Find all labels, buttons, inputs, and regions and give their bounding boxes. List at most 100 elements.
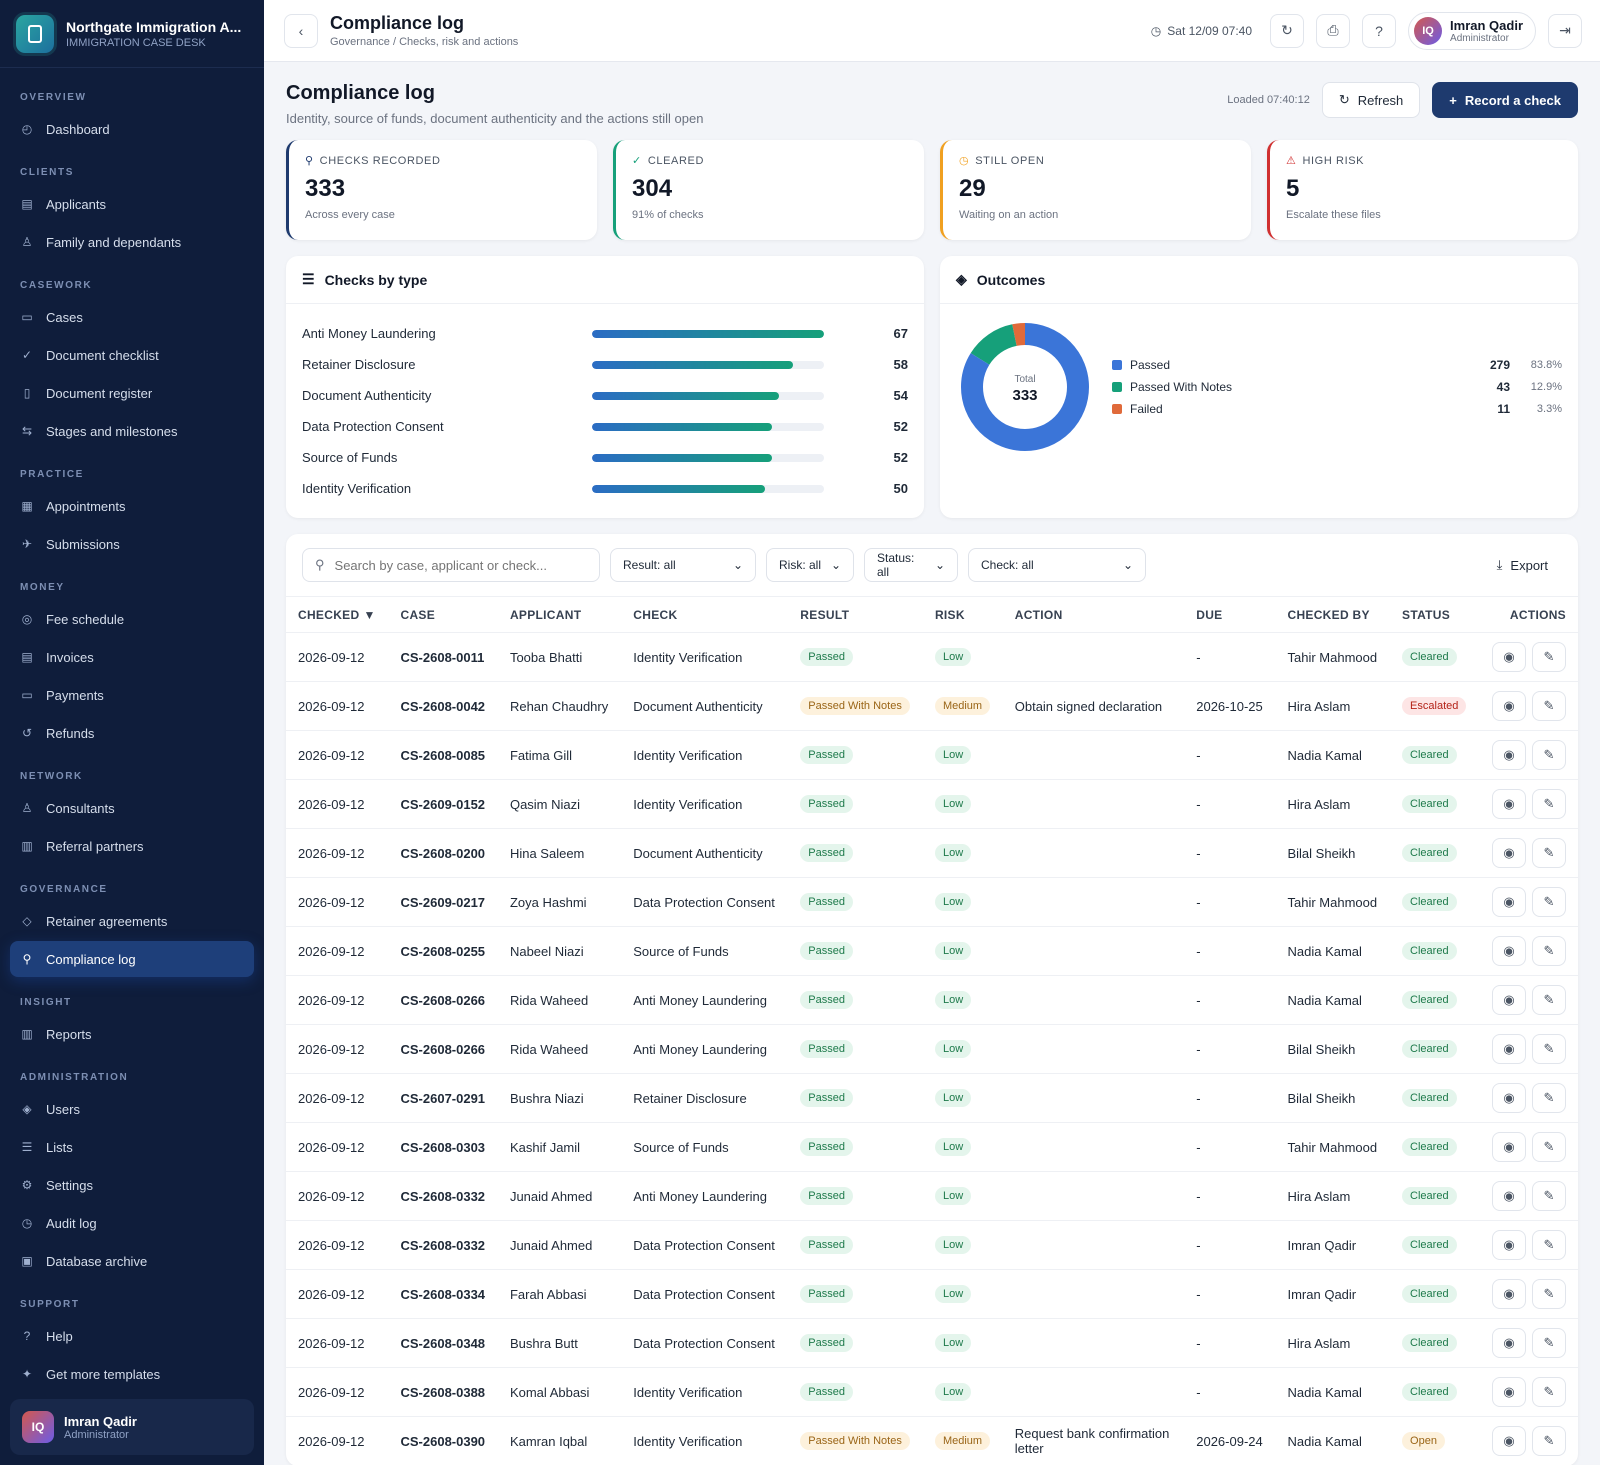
sidebar-item-reports[interactable]: ▥ Reports (10, 1016, 254, 1052)
eye-icon: ◉ (1503, 1237, 1515, 1252)
sidebar-item-fee-schedule[interactable]: ◎ Fee schedule (10, 601, 254, 637)
view-button[interactable]: ◉ (1492, 1328, 1526, 1358)
help-button[interactable]: ? (1362, 13, 1397, 48)
search-input[interactable] (334, 557, 575, 573)
risk-badge: Low (934, 844, 972, 862)
sync-button[interactable]: ↻ (1270, 13, 1305, 48)
due-date: - (1196, 649, 1201, 665)
cell-checked-by: Nadia Kamal (1275, 1367, 1391, 1417)
sidebar-item-label: Help (46, 1328, 73, 1344)
sidebar-item-family-and-dependants[interactable]: ♙ Family and dependants (10, 224, 254, 260)
due-date: - (1196, 1188, 1201, 1204)
sidebar-item-audit-log[interactable]: ◷ Audit log (10, 1205, 254, 1241)
sidebar-item-document-register[interactable]: ▯ Document register (10, 375, 254, 411)
view-button[interactable]: ◉ (1492, 838, 1526, 868)
user-menu[interactable]: IQ Imran Qadir Administrator (1408, 11, 1536, 50)
sidebar-item-invoices[interactable]: ▤ Invoices (10, 639, 254, 675)
view-button[interactable]: ◉ (1492, 642, 1526, 672)
cell-result-badge: Passed (788, 1220, 923, 1270)
case-id: CS-2608-0332 (400, 1237, 486, 1253)
table-row: 2026-09-12 CS-2608-0255 Nabeel Niazi Source… (286, 926, 1578, 976)
eye-icon: ◉ (1503, 1433, 1515, 1448)
view-button[interactable]: ◉ (1492, 1426, 1526, 1456)
sidebar-item-cases[interactable]: ▭ Cases (10, 299, 254, 335)
logout-button[interactable]: ⇥ (1548, 13, 1582, 48)
edit-button[interactable]: ✎ (1532, 740, 1566, 770)
view-button[interactable]: ◉ (1492, 1132, 1526, 1162)
print-button[interactable]: ⎙ (1316, 13, 1351, 48)
view-button[interactable]: ◉ (1492, 1279, 1526, 1309)
sidebar-item-refunds[interactable]: ↺ Refunds (10, 715, 254, 751)
back-button[interactable]: ‹ (284, 13, 318, 48)
view-button[interactable]: ◉ (1492, 1230, 1526, 1260)
sidebar-item-stages-and-milestones[interactable]: ⇆ Stages and milestones (10, 413, 254, 449)
sidebar-item-consultants[interactable]: ♙ Consultants (10, 790, 254, 826)
sidebar-item-retainer-agreements[interactable]: ◇ Retainer agreements (10, 903, 254, 939)
edit-button[interactable]: ✎ (1532, 887, 1566, 917)
brand[interactable]: Northgate Immigration A... IMMIGRATION C… (0, 0, 264, 68)
cell-result-badge: Passed With Notes (788, 1416, 923, 1465)
cell-result-badge: Passed (788, 779, 923, 829)
sidebar-item-settings[interactable]: ⚙ Settings (10, 1167, 254, 1203)
edit-button[interactable]: ✎ (1532, 1083, 1566, 1113)
sidebar-item-payments[interactable]: ▭ Payments (10, 677, 254, 713)
sidebar-item-referral-partners[interactable]: ▥ Referral partners (10, 828, 254, 864)
edit-button[interactable]: ✎ (1532, 1230, 1566, 1260)
cell-checked-date: 2026-09-12 (286, 1318, 389, 1368)
view-button[interactable]: ◉ (1492, 789, 1526, 819)
sidebar-item-get-more-templates[interactable]: ✦ Get more templates (10, 1356, 254, 1389)
sidebar-user-card[interactable]: IQ Imran Qadir Administrator (10, 1399, 254, 1455)
cell-result-badge: Passed (788, 828, 923, 878)
sidebar-item-lists[interactable]: ☰ Lists (10, 1129, 254, 1165)
edit-button[interactable]: ✎ (1532, 1279, 1566, 1309)
check-filter[interactable]: Check: all ⌄ (968, 548, 1146, 582)
view-button[interactable]: ◉ (1492, 936, 1526, 966)
column-header-checked[interactable]: CHECKED ▼ (286, 596, 389, 633)
view-button[interactable]: ◉ (1492, 1083, 1526, 1113)
edit-button[interactable]: ✎ (1532, 1132, 1566, 1162)
view-button[interactable]: ◉ (1492, 1181, 1526, 1211)
edit-button[interactable]: ✎ (1532, 691, 1566, 721)
risk-filter[interactable]: Risk: all ⌄ (766, 548, 854, 582)
edit-button[interactable]: ✎ (1532, 1034, 1566, 1064)
view-button[interactable]: ◉ (1492, 985, 1526, 1015)
edit-button[interactable]: ✎ (1532, 838, 1566, 868)
sidebar-item-label: Lists (46, 1139, 73, 1155)
edit-button[interactable]: ✎ (1532, 642, 1566, 672)
view-button[interactable]: ◉ (1492, 887, 1526, 917)
cell-case-id: CS-2608-0266 (388, 975, 498, 1025)
cell-checked-by: Hira Aslam (1275, 1171, 1391, 1221)
sidebar-item-compliance-log[interactable]: ⚲ Compliance log (10, 941, 254, 977)
edit-button[interactable]: ✎ (1532, 936, 1566, 966)
export-button[interactable]: ⤓ Export (1483, 557, 1562, 573)
sidebar-item-database-archive[interactable]: ▣ Database archive (10, 1243, 254, 1279)
refresh-button[interactable]: ↻ Refresh (1321, 82, 1421, 118)
sidebar-item-document-checklist[interactable]: ✓ Document checklist (10, 337, 254, 373)
view-button[interactable]: ◉ (1492, 1377, 1526, 1407)
edit-button[interactable]: ✎ (1532, 1426, 1566, 1456)
plane-icon: ✈ (21, 537, 33, 551)
table-row: 2026-09-12 CS-2609-0152 Qasim Niazi Identit… (286, 779, 1578, 829)
search-box[interactable]: ⚲ (302, 548, 600, 582)
checked-by: Hira Aslam (1287, 698, 1351, 714)
edit-button[interactable]: ✎ (1532, 1328, 1566, 1358)
edit-button[interactable]: ✎ (1532, 985, 1566, 1015)
sidebar-item-help[interactable]: ? Help (10, 1318, 254, 1354)
status-filter[interactable]: Status: all ⌄ (864, 548, 958, 582)
view-button[interactable]: ◉ (1492, 740, 1526, 770)
sidebar-item-dashboard[interactable]: ◴ Dashboard (10, 111, 254, 147)
edit-button[interactable]: ✎ (1532, 1181, 1566, 1211)
cell-checked-date: 2026-09-12 (286, 1024, 389, 1074)
view-button[interactable]: ◉ (1492, 1034, 1526, 1064)
sidebar-item-appointments[interactable]: ▦ Appointments (10, 488, 254, 524)
sidebar-item-applicants[interactable]: ▤ Applicants (10, 186, 254, 222)
sidebar-item-submissions[interactable]: ✈ Submissions (10, 526, 254, 562)
edit-button[interactable]: ✎ (1532, 1377, 1566, 1407)
view-button[interactable]: ◉ (1492, 691, 1526, 721)
record-check-button[interactable]: + Record a check (1432, 82, 1578, 118)
sidebar-item-users[interactable]: ◈ Users (10, 1091, 254, 1127)
topbar-title: Compliance log (330, 13, 465, 33)
result-filter[interactable]: Result: all ⌄ (610, 548, 756, 582)
edit-button[interactable]: ✎ (1532, 789, 1566, 819)
table-row: 2026-09-12 CS-2608-0332 Junaid Ahmed Data P… (286, 1220, 1578, 1270)
